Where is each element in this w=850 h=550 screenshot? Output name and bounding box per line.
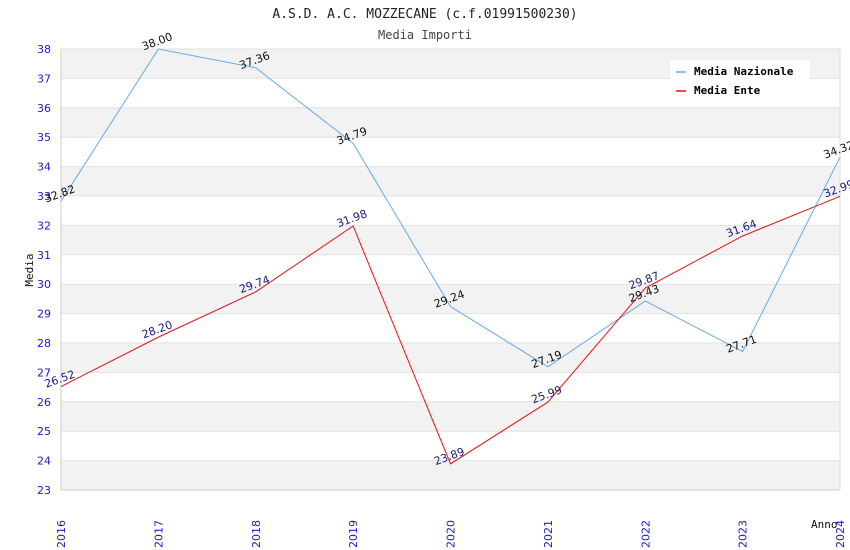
x-axis-ticks: 2016 2017 2018 2019 2020 2021 2022 2023 2024 xyxy=(55,520,847,548)
y-tick-label: 23 xyxy=(37,484,51,497)
x-tick-label: 2021 xyxy=(542,520,555,548)
y-tick-label: 38 xyxy=(37,43,51,56)
x-axis-label: Anno xyxy=(811,518,838,531)
y-tick-label: 36 xyxy=(37,102,51,115)
y-tick-label: 33 xyxy=(37,190,51,203)
grid-band xyxy=(61,460,840,490)
grid-band xyxy=(61,313,840,343)
grid-band xyxy=(61,254,840,285)
y-tick-label: 31 xyxy=(37,249,51,262)
y-tick-label: 25 xyxy=(37,425,51,438)
y-tick-label: 37 xyxy=(37,72,51,85)
y-tick-label: 24 xyxy=(37,455,51,468)
grid-band xyxy=(61,431,840,461)
x-tick-label: 2024 xyxy=(834,520,847,548)
y-axis-ticks: 23 24 25 26 27 28 29 30 31 32 33 34 35 36 37 38 xyxy=(37,43,51,497)
plot-frame xyxy=(60,49,841,491)
grid-band xyxy=(61,401,840,432)
x-tick-label: 2017 xyxy=(152,520,165,548)
grid-band xyxy=(61,166,840,196)
chart-subtitle: Media Importi xyxy=(378,28,472,42)
grid-band xyxy=(61,372,840,402)
x-tick-label: 2018 xyxy=(250,520,263,548)
grid-band xyxy=(61,107,840,138)
y-axis-label: Media xyxy=(23,253,36,286)
grid-band xyxy=(61,284,840,314)
legend-label-nazionale: Media Nazionale xyxy=(694,65,794,78)
grid-band xyxy=(61,196,840,226)
grid-band xyxy=(61,137,840,167)
series-line-nazionale xyxy=(60,48,841,368)
y-tick-label: 26 xyxy=(37,396,51,409)
grid-band xyxy=(61,343,840,373)
legend: Media Nazionale Media Ente xyxy=(670,60,810,102)
legend-label-ente: Media Ente xyxy=(694,84,761,97)
series-line-ente xyxy=(60,195,841,465)
x-tick-label: 2019 xyxy=(347,520,360,548)
y-tick-label: 34 xyxy=(37,161,51,174)
grid-band xyxy=(61,225,840,255)
x-tick-label: 2023 xyxy=(737,520,750,548)
y-tick-label: 28 xyxy=(37,337,51,350)
chart-title: A.S.D. A.C. MOZZECANE (c.f.01991500230) xyxy=(272,7,577,22)
x-tick-label: 2020 xyxy=(445,520,458,548)
y-tick-label: 29 xyxy=(37,308,51,321)
grid-bands xyxy=(61,48,840,491)
x-tick-label: 2016 xyxy=(55,520,68,548)
legend-box xyxy=(670,60,810,102)
x-tick-label: 2022 xyxy=(639,520,652,548)
y-tick-label: 35 xyxy=(37,131,51,144)
y-tick-label: 32 xyxy=(37,219,51,232)
y-tick-label: 27 xyxy=(37,366,51,379)
y-tick-label: 30 xyxy=(37,278,51,291)
series-lines xyxy=(60,48,841,465)
